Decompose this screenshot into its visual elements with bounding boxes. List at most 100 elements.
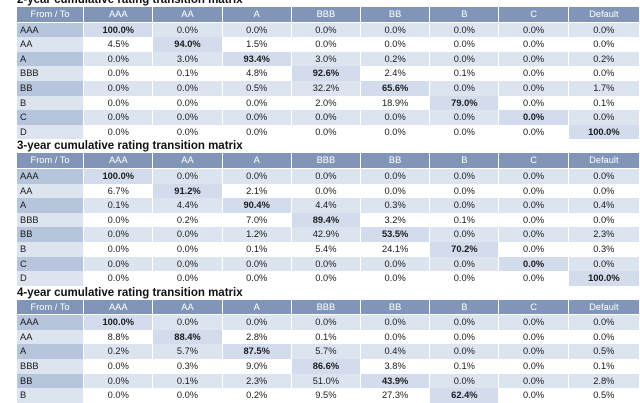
row-label: AA [17,183,84,199]
column-header: BBB [291,299,361,316]
matrix-section: 3-year cumulative rating transition matr… [0,139,640,286]
header-row: From / To AAA AA A BBB BB B C Default [17,7,639,23]
matrix-cell: 0.0% [499,329,568,345]
matrix-cell: 0.0% [499,22,568,38]
matrix-cell: 0.0% [153,388,222,403]
table-row: D 0.0% 0.0% 0.0% 0.0% 0.0% 0.0% 0.0% 100.0% [17,271,639,286]
row-label: AAA [17,315,84,330]
matrix-cell: 0.0% [430,373,499,389]
matrix-cell: 2.8% [568,373,639,389]
row-label: BBB [17,359,84,374]
matrix-cell: 0.0% [568,329,639,345]
matrix-cell: 0.0% [291,183,361,199]
diagonal-cell: 53.5% [361,227,430,242]
matrix-cell: 0.0% [222,124,291,140]
diagonal-cell: 87.5% [222,344,291,360]
matrix-cell: 0.0% [430,124,499,140]
table-row: AA 8.8% 88.4% 2.8% 0.1% 0.0% 0.0% 0.0% 0.0% [17,329,639,345]
matrix-cell: 0.0% [568,110,639,125]
diagonal-cell: 65.6% [361,80,430,96]
matrix-cell: 0.0% [568,66,639,81]
corner-header: From / To [17,153,84,169]
matrix-cell: 0.0% [291,168,361,184]
matrix-section: 4-year cumulative rating transition matr… [0,286,640,403]
matrix-cell: 3.0% [291,51,361,67]
column-header: B [430,7,499,23]
row-label: C [17,256,84,272]
row-label: AA [17,329,84,345]
matrix-cell: 0.0% [84,373,153,389]
matrix-cell: 0.0% [222,168,291,184]
row-label: BBB [17,212,84,228]
corner-header: From / To [17,299,84,316]
matrix-cell: 0.1% [568,359,639,374]
matrix-cell: 0.4% [361,344,430,360]
matrix-cell: 0.0% [361,329,430,345]
matrix-cell: 4.8% [222,66,291,81]
matrix-cell: 0.0% [84,271,153,286]
matrix-cell: 0.0% [499,241,568,257]
matrix-cell: 0.0% [499,315,568,330]
table-row: BB 0.0% 0.0% 0.5% 32.2% 65.6% 0.0% 0.0% 1.7% [17,80,639,96]
matrix-cell: 0.0% [291,124,361,140]
matrix-cell: 0.5% [568,388,639,403]
matrix-cell: 0.0% [430,329,499,345]
matrix-cell: 0.0% [568,212,639,228]
matrix-cell: 0.0% [153,95,222,111]
transition-matrix-table: From / To AAA AA A BBB BB B C Default AAA 100.0% 0.… [16,7,640,140]
column-header: AA [153,7,222,23]
row-label: B [17,95,84,111]
row-label: BB [17,373,84,389]
matrix-cell: 27.3% [361,388,430,403]
matrix-cell: 0.0% [430,80,499,96]
matrix-cell: 2.3% [222,373,291,389]
corner-header: From / To [17,7,84,23]
column-header: Default [568,299,639,316]
column-header: B [430,153,499,169]
matrix-cell: 0.0% [361,271,430,286]
matrix-cell: 0.0% [568,22,639,38]
column-header: AAA [84,299,153,316]
diagonal-cell: 0.0% [499,256,568,272]
transition-matrix-table: From / To AAA AA A BBB BB B C Default AAA 100.0% 0.… [16,299,640,403]
matrix-cell: 3.0% [153,51,222,67]
matrix-cell: 0.0% [153,110,222,125]
matrix-cell: 2.4% [361,66,430,81]
table-row: AAA 100.0% 0.0% 0.0% 0.0% 0.0% 0.0% 0.0% 0.0% [17,315,639,330]
matrix-cell: 0.0% [430,256,499,272]
row-label: BBB [17,66,84,81]
matrix-cell: 0.0% [499,227,568,242]
matrix-cell: 0.0% [430,227,499,242]
column-header: BBB [291,7,361,23]
table-row: BBB 0.0% 0.2% 7.0% 89.4% 3.2% 0.1% 0.0% 0.0% [17,212,639,228]
diagonal-cell: 0.0% [499,110,568,125]
column-header: BB [361,299,430,316]
header-row: From / To AAA AA A BBB BB B C Default [17,299,639,316]
matrix-cell: 0.5% [568,344,639,360]
matrix-cell: 0.0% [430,110,499,125]
matrix-cell: 0.0% [153,80,222,96]
column-header: AA [153,153,222,169]
matrix-cell: 0.0% [568,256,639,272]
row-label: A [17,198,84,213]
table-row: C 0.0% 0.0% 0.0% 0.0% 0.0% 0.0% 0.0% 0.0% [17,110,639,125]
column-header: AAA [84,153,153,169]
matrix-section: 2-year cumulative rating transition matr… [0,0,640,140]
matrix-title: 2-year cumulative rating transition matr… [17,0,243,6]
matrix-cell: 0.0% [84,80,153,96]
row-label: D [17,271,84,286]
column-header: BB [361,153,430,169]
matrix-cell: 0.0% [361,124,430,140]
matrix-cell: 0.0% [291,37,361,52]
matrix-cell: 0.0% [153,315,222,330]
matrix-cell: 0.0% [84,388,153,403]
matrix-cell: 0.0% [291,256,361,272]
matrix-cell: 0.0% [499,66,568,81]
table-row: BB 0.0% 0.0% 1.2% 42.9% 53.5% 0.0% 0.0% 2.3% [17,227,639,242]
matrix-cell: 0.0% [361,315,430,330]
matrix-cell: 1.5% [222,37,291,52]
matrix-cell: 0.0% [84,95,153,111]
matrix-cell: 0.0% [222,315,291,330]
table-row: BB 0.0% 0.1% 2.3% 51.0% 43.9% 0.0% 0.0% 2.8% [17,373,639,389]
